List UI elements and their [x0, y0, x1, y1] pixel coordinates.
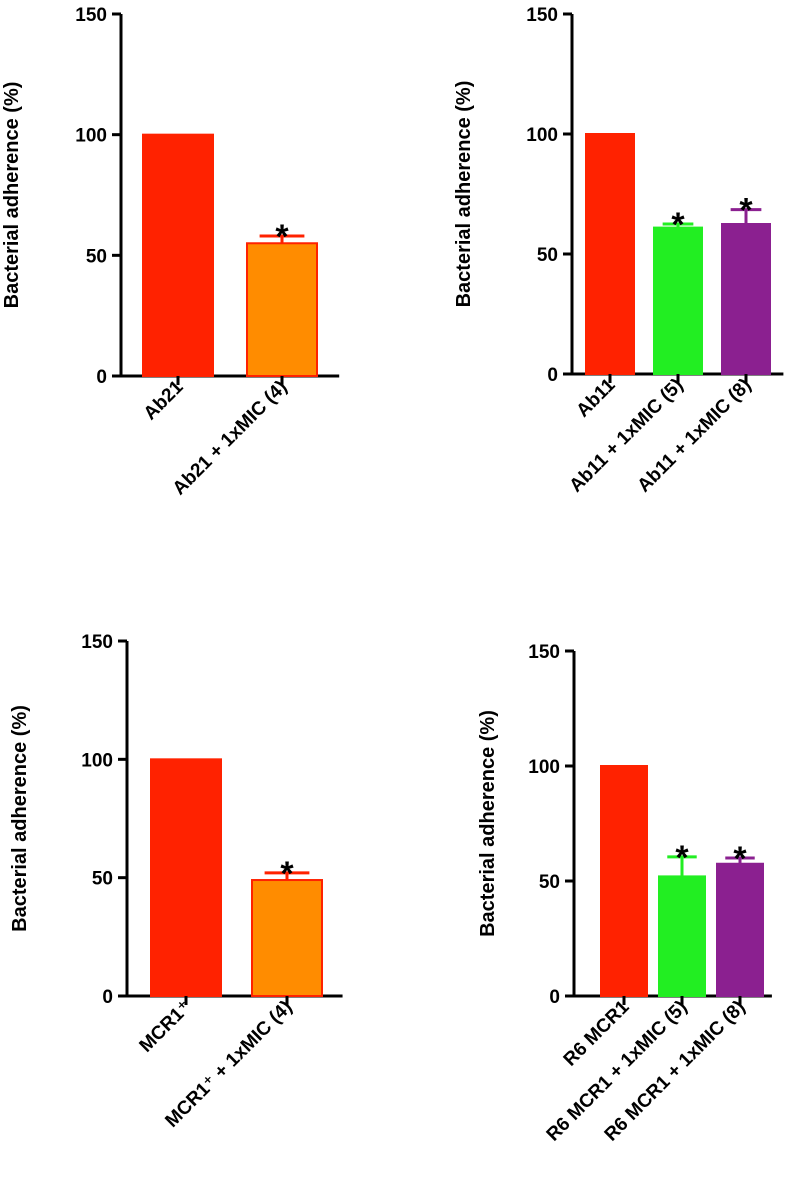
bar — [658, 875, 706, 998]
x-category-label: Ab21 + 1xMIC (4) — [169, 377, 292, 500]
y-tick-label: 50 — [537, 245, 558, 266]
y-tick-label: 100 — [81, 750, 113, 771]
y-axis-title: Bacterial adherence (%) — [453, 81, 475, 308]
y-tick-label: 100 — [75, 126, 107, 147]
y-tick-label: 100 — [526, 125, 558, 146]
y-axis-title: Bacterial adherence (%) — [477, 710, 499, 937]
bar — [600, 765, 648, 997]
significance-marker: * — [739, 192, 753, 230]
x-category-label: MCR1⁺ — [136, 997, 196, 1057]
y-tick-label: 0 — [549, 987, 560, 1008]
y-tick-label: 150 — [75, 5, 107, 26]
bar — [142, 133, 214, 377]
y-tick-label: 100 — [528, 757, 560, 778]
x-category-label: Ab11 — [573, 374, 620, 421]
significance-marker: * — [671, 206, 685, 244]
y-tick-label: 0 — [102, 987, 113, 1008]
y-axis-title: Bacterial adherence (%) — [1, 82, 23, 309]
y-tick-label: 0 — [96, 367, 107, 388]
y-tick-label: 50 — [86, 246, 107, 267]
bar — [251, 879, 323, 997]
chart-panel-top-right: 0 50 100 150 Bacterial adherence (%) Ab11 * Ab1… — [453, 5, 784, 497]
y-tick-label: 150 — [81, 632, 113, 653]
bar — [653, 226, 703, 375]
significance-marker: * — [675, 839, 689, 877]
bar — [716, 862, 764, 997]
y-tick-label: 50 — [539, 872, 560, 893]
y-tick-label: 50 — [92, 869, 113, 890]
significance-marker: * — [733, 840, 747, 878]
bar — [721, 223, 771, 375]
bar — [585, 133, 635, 375]
significance-marker: * — [275, 218, 289, 256]
bar — [150, 758, 222, 997]
y-tick-label: 0 — [547, 365, 558, 386]
x-category-label: Ab11 + 1xMIC (8) — [634, 375, 756, 497]
x-category-label: Ab21 — [140, 376, 188, 424]
x-category-label: Ab11 + 1xMIC (5) — [566, 375, 688, 497]
bar — [246, 242, 318, 377]
chart-panel-top-left: 0 50 100 150 Bacterial adherence (%) Ab21 * Ab2… — [1, 5, 340, 500]
y-tick-label: 150 — [526, 5, 558, 26]
significance-marker: * — [280, 855, 294, 893]
y-tick-label: 150 — [528, 642, 560, 663]
y-axis-title: Bacterial adherence (%) — [9, 705, 31, 932]
